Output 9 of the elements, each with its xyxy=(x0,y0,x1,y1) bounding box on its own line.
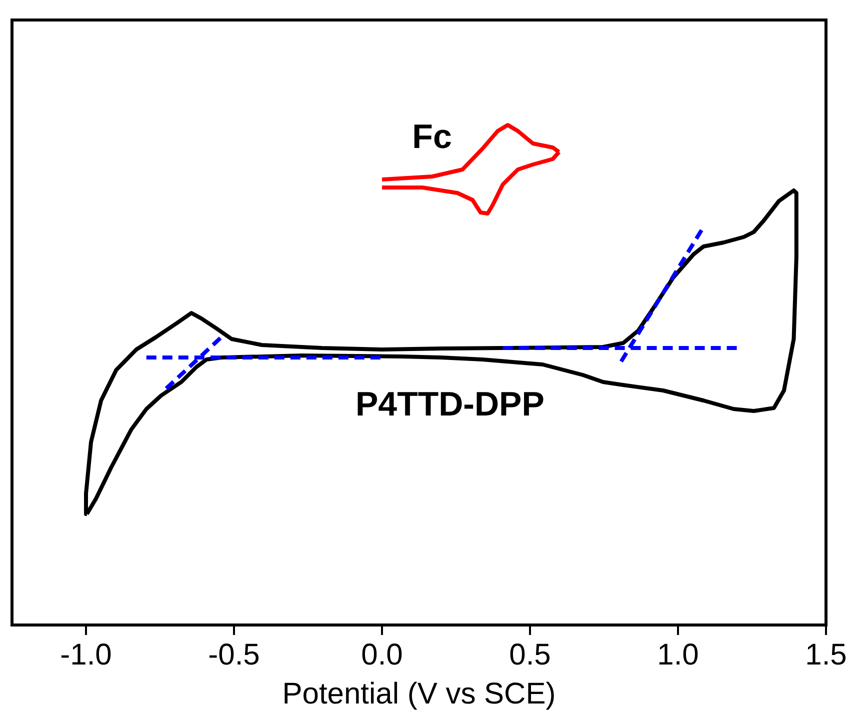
x-tick-label: 0.0 xyxy=(361,638,403,672)
series-label: Fc xyxy=(412,118,452,156)
x-tick-label: -1.0 xyxy=(60,638,112,672)
series-label: P4TTD-DPP xyxy=(355,385,544,424)
x-axis-title: Potential (V vs SCE) xyxy=(282,677,556,710)
x-tick-label: 1.5 xyxy=(805,638,847,672)
x-tick-label: -0.5 xyxy=(208,638,260,672)
x-tick-label: 0.5 xyxy=(509,638,551,672)
x-tick-label: 1.0 xyxy=(657,638,699,672)
